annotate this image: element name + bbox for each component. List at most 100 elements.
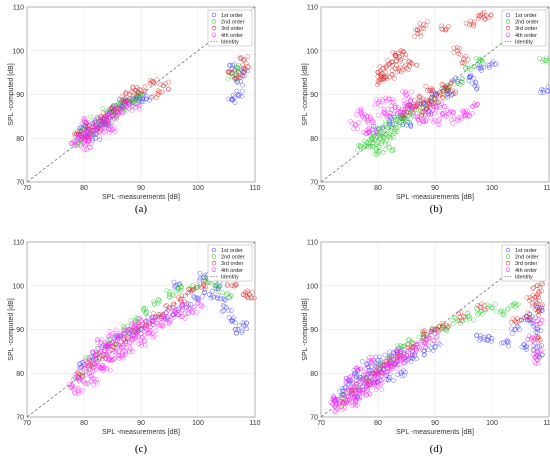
data-point	[525, 317, 531, 323]
data-point	[239, 93, 245, 99]
data-point	[155, 297, 161, 302]
data-point	[430, 86, 435, 92]
data-point	[389, 359, 394, 364]
data-point	[425, 19, 431, 25]
data-point	[489, 339, 494, 344]
data-point	[197, 275, 203, 281]
data-point	[391, 111, 396, 117]
grid	[26, 6, 256, 183]
y-tick-label: 100	[12, 48, 24, 55]
data-point	[151, 79, 156, 85]
y-tick-label: 90	[310, 92, 318, 99]
data-point	[101, 352, 107, 358]
data-point	[191, 304, 196, 310]
data-point	[340, 393, 346, 398]
data-point	[130, 348, 135, 354]
data-point	[241, 68, 247, 74]
data-point	[359, 112, 365, 117]
legend-box	[501, 244, 547, 282]
data-point	[109, 340, 114, 346]
data-point	[117, 334, 122, 339]
data-point	[418, 112, 424, 118]
data-point	[421, 119, 426, 125]
data-point	[235, 92, 241, 97]
data-point	[123, 350, 128, 355]
data-point	[199, 304, 205, 310]
data-point	[384, 132, 390, 137]
data-point	[370, 140, 376, 145]
data-point	[444, 114, 449, 119]
data-point	[366, 364, 371, 370]
data-point	[155, 314, 161, 319]
data-point	[233, 282, 239, 288]
data-point	[164, 310, 169, 316]
data-point	[478, 333, 484, 339]
data-point	[127, 349, 132, 354]
data-point	[434, 327, 440, 332]
y-tick-label: 90	[16, 92, 24, 99]
data-point	[400, 112, 406, 118]
data-point	[407, 61, 413, 66]
data-point	[533, 300, 539, 305]
data-point	[409, 61, 415, 67]
data-point	[370, 141, 376, 147]
data-point	[85, 360, 90, 366]
data-point	[470, 81, 476, 86]
data-point	[102, 129, 107, 135]
y-tick-label: 80	[16, 136, 24, 143]
data-point	[424, 337, 430, 342]
data-point	[481, 14, 487, 20]
data-point	[373, 380, 378, 385]
data-point	[129, 321, 135, 327]
data-point	[350, 374, 356, 380]
data-point	[513, 304, 518, 310]
data-point	[359, 394, 365, 400]
data-point	[366, 359, 372, 365]
data-point	[358, 107, 364, 113]
data-point	[119, 103, 125, 108]
data-point	[485, 62, 491, 68]
data-point	[453, 88, 459, 94]
data-point	[182, 316, 188, 321]
data-point	[179, 302, 185, 308]
data-point	[82, 116, 88, 121]
data-point	[380, 98, 386, 104]
data-point	[372, 151, 378, 157]
data-point	[351, 126, 357, 132]
data-point	[105, 352, 110, 357]
legend-entry: 1st order	[221, 13, 243, 19]
data-point	[376, 369, 381, 375]
data-point	[421, 22, 426, 27]
data-point	[525, 310, 530, 316]
data-point	[397, 349, 403, 355]
data-point	[95, 337, 101, 343]
data-point	[471, 19, 477, 25]
data-point	[354, 112, 359, 118]
data-point	[81, 137, 87, 142]
x-tick-label: 80	[80, 185, 88, 192]
data-point	[112, 116, 117, 121]
legend-entry: 4th order	[221, 268, 243, 274]
data-point	[392, 105, 398, 110]
data-point	[231, 95, 237, 101]
data-point	[406, 95, 412, 101]
data-point	[426, 336, 432, 342]
data-point	[465, 57, 471, 62]
data-point	[140, 335, 146, 340]
data-point	[168, 306, 173, 312]
x-tick-label: 110	[249, 185, 260, 192]
data-point	[423, 97, 429, 103]
data-point	[406, 67, 412, 72]
x-tick-label: 90	[431, 185, 439, 192]
data-point	[209, 293, 215, 298]
data-point	[236, 92, 242, 98]
legend-marker	[211, 19, 217, 24]
data-point	[355, 108, 361, 114]
data-point	[383, 63, 389, 69]
data-point	[78, 365, 84, 370]
data-point	[89, 376, 95, 381]
data-point	[423, 332, 428, 338]
data-point	[514, 320, 520, 326]
data-point	[456, 115, 462, 121]
data-point	[480, 311, 485, 317]
